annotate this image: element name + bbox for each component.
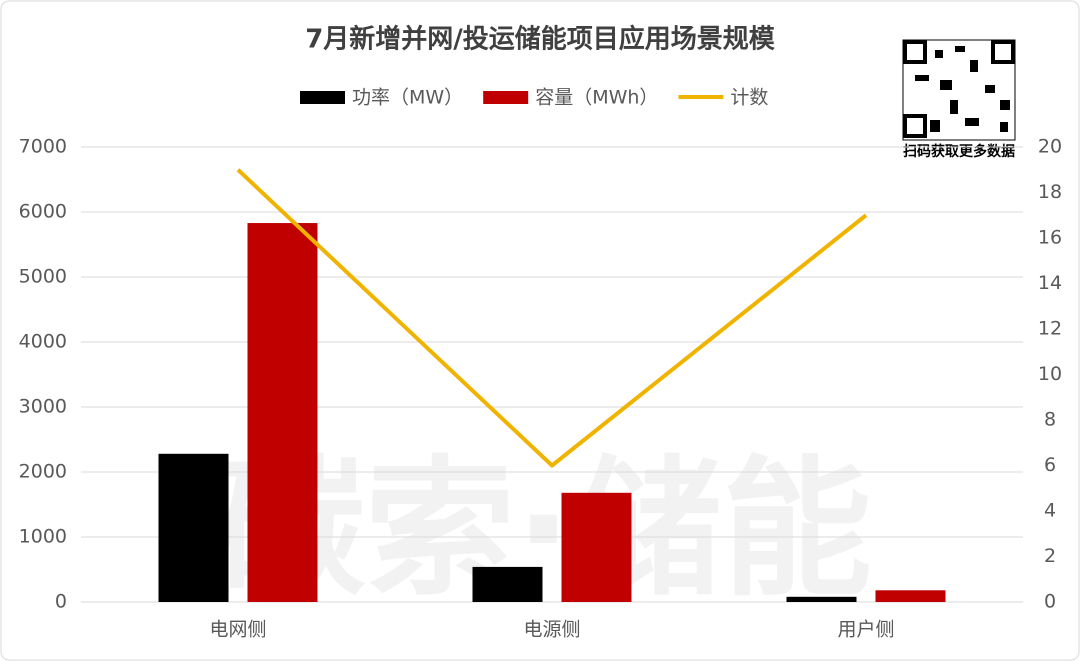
y2-tick-label: 20 [1038, 136, 1062, 158]
y-tick-label: 6000 [19, 201, 67, 223]
legend-label: 容量（MWh） [535, 87, 658, 109]
y2-tick-label: 18 [1038, 181, 1062, 203]
y-tick-label: 0 [55, 591, 67, 613]
legend-label: 计数 [730, 87, 768, 109]
y2-tick-label: 4 [1044, 500, 1056, 522]
y2-tick-label: 2 [1044, 545, 1056, 567]
legend-swatch [300, 91, 345, 104]
y-tick-label: 7000 [19, 136, 67, 158]
chart-title: 7月新增并网/投运储能项目应用场景规模 [305, 24, 776, 55]
bar [158, 453, 229, 602]
x-tick-label: 电网侧 [209, 619, 266, 641]
bar [247, 223, 318, 603]
y2-tick-label: 6 [1044, 454, 1056, 476]
line [236, 168, 868, 468]
y2-tick-label: 10 [1038, 363, 1062, 385]
y-tick-label: 4000 [19, 331, 67, 353]
bar [786, 596, 857, 602]
y2-tick-label: 8 [1044, 409, 1056, 431]
x-tick-label: 用户侧 [837, 619, 894, 641]
y2-tick-label: 0 [1044, 591, 1056, 613]
y2-tick-label: 14 [1038, 272, 1062, 294]
legend-label: 功率（MW） [352, 87, 463, 109]
y-tick-label: 2000 [19, 461, 67, 483]
qr-caption: 扫码获取更多数据 [903, 143, 1015, 160]
qr-code [902, 39, 1016, 141]
y2-tick-label: 12 [1038, 318, 1062, 340]
y2-tick-label: 16 [1038, 227, 1062, 249]
y-tick-label: 1000 [19, 526, 67, 548]
x-tick-label: 电源侧 [523, 619, 580, 641]
legend-swatch [483, 91, 529, 104]
bar [875, 590, 946, 602]
bar [561, 492, 632, 602]
y-tick-label: 3000 [19, 396, 67, 418]
y-tick-label: 5000 [19, 266, 67, 288]
bar [472, 566, 543, 602]
